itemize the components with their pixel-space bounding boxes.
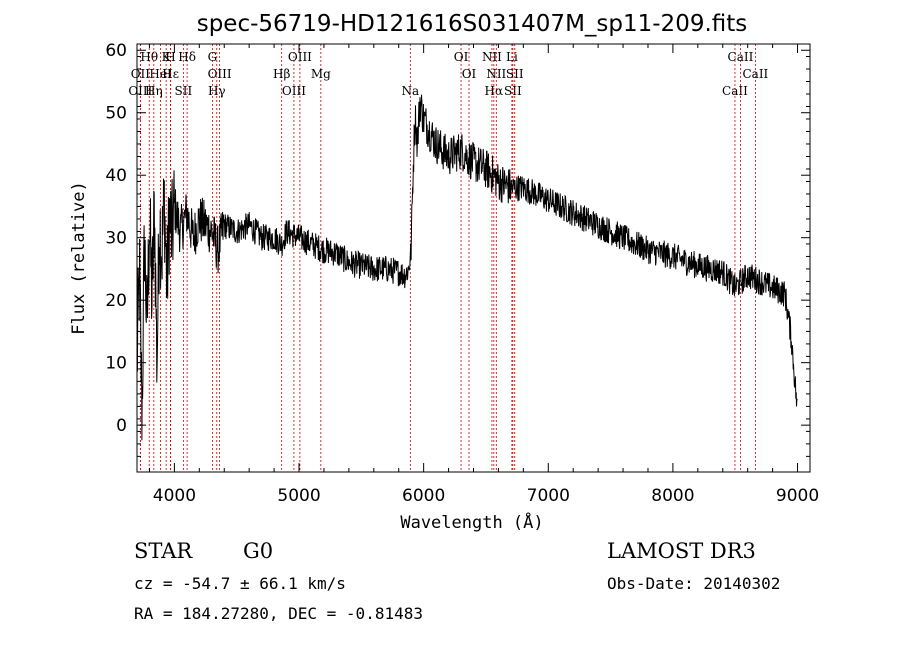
y-axis-label: Flux (relative) bbox=[69, 181, 89, 335]
x-tick-label: 5000 bbox=[277, 486, 320, 506]
line-marker-label: Li bbox=[506, 50, 518, 64]
line-marker-label: CaII bbox=[742, 67, 768, 81]
line-marker-label: Na bbox=[401, 84, 419, 98]
x-axis-label: Wavelength (Å) bbox=[400, 511, 543, 533]
line-marker-label: OIII bbox=[282, 84, 306, 98]
line-marker-label: CaII bbox=[722, 84, 748, 98]
y-tick-label: 50 bbox=[105, 104, 127, 124]
x-tick-label: 8000 bbox=[651, 486, 694, 506]
line-marker-label: Hα bbox=[485, 84, 504, 98]
coordinates: RA = 184.27280, DEC = -0.81483 bbox=[134, 604, 423, 623]
line-marker-label: Mg bbox=[311, 67, 331, 81]
chart-title: spec-56719-HD121616S031407M_sp11-209.fit… bbox=[197, 11, 748, 37]
x-tick-label: 9000 bbox=[776, 486, 819, 506]
x-tick-label: 6000 bbox=[402, 486, 445, 506]
line-marker-label: HeI bbox=[149, 67, 172, 81]
line-marker-label: OIII bbox=[128, 84, 152, 98]
line-marker-label: K bbox=[162, 50, 172, 64]
line-marker-label: Hδ bbox=[178, 50, 196, 64]
line-marker-label: OI bbox=[454, 50, 469, 64]
line-marker-label: SII bbox=[504, 84, 522, 98]
survey-name: LAMOST DR3 bbox=[607, 539, 756, 563]
y-tick-label: 20 bbox=[105, 291, 127, 311]
spectrum-line bbox=[136, 94, 798, 441]
subclass: G0 bbox=[243, 539, 274, 563]
line-marker-label: OIII bbox=[208, 67, 232, 81]
x-tick-label: 7000 bbox=[527, 486, 570, 506]
line-marker-label: OI bbox=[462, 67, 477, 81]
line-marker-label: Hβ bbox=[273, 67, 290, 81]
line-marker-label: Hη bbox=[145, 84, 163, 98]
y-axis: 0 10 20 30 40 50 60 bbox=[105, 41, 810, 457]
line-marker-label: CaII bbox=[728, 50, 754, 64]
y-tick-label: 30 bbox=[105, 229, 127, 249]
line-marker-label: H bbox=[165, 50, 175, 64]
y-tick-label: 60 bbox=[105, 41, 127, 61]
y-tick-label: 40 bbox=[105, 166, 127, 186]
line-marker-label: NII bbox=[482, 50, 502, 64]
object-class: STAR bbox=[134, 539, 193, 563]
x-axis: 4000 5000 6000 7000 8000 9000 bbox=[148, 44, 819, 506]
line-marker-label: SII bbox=[506, 67, 524, 81]
line-marker-label: SII bbox=[175, 84, 193, 98]
line-marker-label: Hγ bbox=[208, 84, 226, 98]
y-tick-label: 10 bbox=[105, 354, 127, 374]
line-marker-label: NII bbox=[486, 67, 506, 81]
line-marker-label: OIII bbox=[288, 50, 312, 64]
series-group bbox=[136, 94, 798, 441]
obs-date: Obs-Date: 20140302 bbox=[607, 574, 781, 593]
redshift-text: cz = -54.7 ± 66.1 km/s bbox=[134, 574, 346, 593]
line-marker-label: Hθ bbox=[140, 50, 158, 64]
x-tick-label: 4000 bbox=[153, 486, 196, 506]
line-marker-label: G bbox=[208, 50, 218, 64]
y-tick-label: 0 bbox=[116, 416, 127, 436]
plot-frame bbox=[136, 43, 811, 473]
